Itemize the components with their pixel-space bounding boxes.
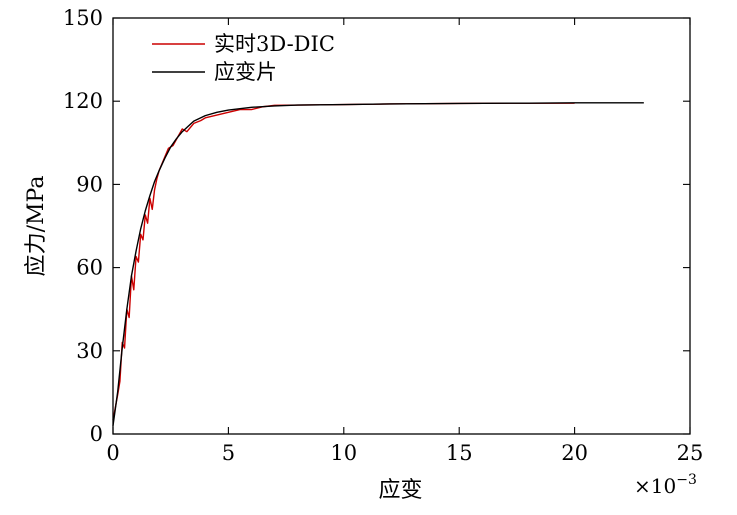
x-exponent-power: −3 [676, 472, 697, 488]
legend-label-dic: 实时3D-DIC [214, 32, 335, 56]
dic-series-line [112, 102, 575, 421]
plot-frame [112, 17, 691, 435]
x-tick-label: 10 [330, 441, 357, 465]
y-tick-label: 60 [76, 256, 103, 280]
y-tick-label: 90 [76, 172, 103, 196]
x-tick-label: 20 [561, 441, 588, 465]
strain-gauge-series-line [112, 102, 644, 426]
x-tick-label: 25 [677, 441, 704, 465]
x-tick-label: 5 [222, 441, 235, 465]
y-tick-label: 150 [63, 6, 103, 30]
x-tick-label: 15 [446, 441, 473, 465]
y-tick-label: 0 [90, 422, 103, 446]
x-axis-label: 应变 [378, 478, 422, 503]
legend: 实时3D-DIC 应变片 [152, 32, 335, 84]
y-tick-label: 30 [76, 339, 103, 363]
x-axis-exponent: ×10−3 [634, 472, 697, 498]
x-exponent-base: ×10 [634, 474, 676, 498]
legend-label-strain-gauge: 应变片 [214, 60, 277, 84]
tick-labels: 0 5 10 15 20 25 0 30 60 90 120 150 [63, 6, 703, 465]
axis-ticks [112, 17, 691, 435]
plot-lines [112, 102, 644, 426]
x-tick-label: 0 [106, 441, 119, 465]
y-tick-label: 120 [63, 89, 103, 113]
y-axis-label: 应力/MPa [24, 176, 49, 277]
